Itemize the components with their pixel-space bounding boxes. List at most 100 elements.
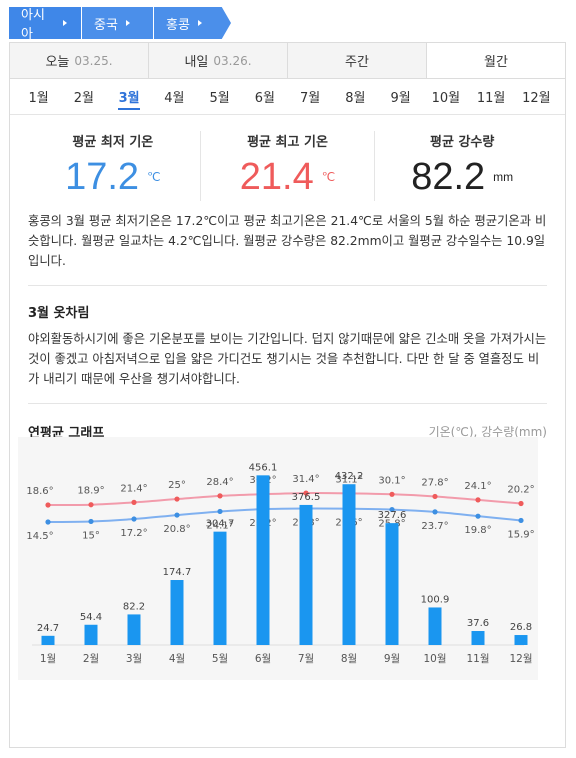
max-temp-point	[174, 496, 180, 502]
max-temp-point	[432, 493, 438, 500]
max-temp-label: 25°	[168, 480, 186, 491]
x-tick-label: 12월	[509, 653, 532, 665]
x-tick-label: 3월	[126, 653, 142, 665]
summary-value: 21.4 ℃	[240, 156, 335, 199]
precipitation-value: 82.2	[411, 156, 486, 198]
min-temp-label: 15°	[82, 530, 100, 541]
x-tick-label: 9월	[384, 653, 400, 665]
precipitation-label: 174.7	[163, 567, 192, 578]
divider	[28, 285, 547, 286]
min-temp-line	[47, 507, 522, 523]
min-temp-point	[389, 506, 395, 513]
tab-monthly[interactable]: 월간	[427, 43, 565, 78]
tab-label: 주간	[345, 55, 369, 70]
breadcrumb-item-city[interactable]: 홍콩	[154, 7, 231, 39]
summary-value: 82.2 mm	[411, 156, 513, 199]
max-temp-line	[47, 492, 522, 507]
unit-mm: mm	[493, 170, 514, 184]
x-tick-label: 11월	[466, 653, 489, 665]
max-temp-label: 27.8°	[421, 477, 448, 488]
breadcrumb-item-continent[interactable]: 아시아	[9, 7, 81, 42]
min-temp-label: 14.5°	[26, 531, 53, 542]
month-tab-6[interactable]: 6월	[254, 91, 275, 106]
min-temp-point	[88, 518, 94, 525]
month-tab-7[interactable]: 7월	[300, 91, 321, 106]
month-tab-10[interactable]: 10월	[431, 91, 461, 106]
tab-label: 오늘	[45, 55, 70, 70]
unit-celsius: ℃	[147, 170, 161, 184]
month-tab-2[interactable]: 2월	[73, 91, 94, 106]
unit-celsius: ℃	[321, 170, 336, 184]
max-temp-point	[389, 491, 395, 497]
precipitation-bar	[41, 635, 55, 645]
month-tab-5[interactable]: 5월	[209, 91, 230, 106]
month-tab-11[interactable]: 11월	[476, 91, 506, 106]
max-temp-point	[475, 497, 481, 503]
precipitation-label: 26.8	[510, 622, 532, 633]
period-tabs: 오늘 03.25. 내일 03.26. 주간 월간	[10, 43, 565, 79]
precipitation-label: 432.2	[335, 471, 364, 482]
x-tick-label: 4월	[169, 653, 185, 665]
max-temp-label: 18.9°	[77, 486, 104, 497]
x-tick-label: 10월	[423, 653, 446, 665]
max-temp-point	[45, 502, 51, 508]
min-temp-point	[45, 519, 51, 525]
chevron-right-icon	[125, 20, 130, 26]
min-temp-value: 17.2	[65, 156, 140, 198]
chevron-right-icon	[197, 20, 202, 26]
summary-title: 평균 강수량	[430, 135, 495, 150]
tab-tomorrow[interactable]: 내일 03.26.	[149, 43, 288, 78]
max-temp-point	[518, 500, 524, 507]
precipitation-bar	[471, 631, 485, 645]
weather-panel: 오늘 03.25. 내일 03.26. 주간 월간 1월 2월 3월 4월 5월…	[9, 42, 566, 748]
tab-label: 월간	[484, 55, 508, 70]
tab-date: 03.25.	[74, 53, 113, 68]
tab-today[interactable]: 오늘 03.25.	[10, 43, 149, 78]
max-temp-point	[88, 502, 94, 508]
clothing-text: 야외활동하시기에 좋은 기온분포를 보이는 기간입니다. 덥지 않기때문에 얇은…	[28, 332, 547, 386]
summary-title: 평균 최저 기온	[72, 135, 154, 150]
summary-max-temp: 평균 최고 기온 21.4 ℃	[201, 131, 376, 201]
precipitation-label: 304.7	[206, 519, 235, 530]
month-tab-9[interactable]: 9월	[390, 91, 411, 106]
precipitation-label: 54.4	[80, 612, 102, 623]
min-temp-point	[131, 516, 137, 522]
min-temp-point	[174, 512, 180, 518]
month-tab-1[interactable]: 1월	[28, 91, 49, 106]
summary-value: 17.2 ℃	[65, 156, 160, 199]
graph-units: 기온(℃), 강수량(mm)	[428, 425, 547, 439]
annual-chart: 18.6°18.9°21.4°25°28.4°30.2°31.4°31.1°30…	[18, 437, 538, 680]
annual-chart-svg: 18.6°18.9°21.4°25°28.4°30.2°31.4°31.1°30…	[26, 462, 534, 665]
min-temp-label: 24.1°	[206, 520, 233, 531]
max-temp-point	[131, 499, 137, 505]
month-tabs: 1월 2월 3월 4월 5월 6월 7월 8월 9월 10월 11월 12월	[10, 79, 565, 115]
precipitation-bar	[342, 484, 356, 645]
breadcrumb-label: 중국	[94, 17, 118, 33]
precipitation-bar	[170, 580, 184, 645]
precipitation-bar	[127, 614, 141, 645]
max-temp-label: 24.1°	[464, 481, 491, 492]
precipitation-bar	[213, 531, 227, 645]
x-tick-label: 6월	[255, 653, 271, 665]
breadcrumb-item-country[interactable]: 중국	[82, 7, 153, 39]
month-tab-4[interactable]: 4월	[164, 91, 185, 106]
divider	[28, 403, 547, 404]
min-temp-label: 17.2°	[120, 528, 147, 539]
max-temp-label: 31.4°	[292, 474, 319, 485]
min-temp-label: 15.9°	[507, 529, 534, 540]
month-tab-3[interactable]: 3월	[107, 79, 152, 114]
x-tick-label: 7월	[298, 653, 314, 665]
breadcrumb-label: 아시아	[21, 8, 45, 42]
month-tab-8[interactable]: 8월	[345, 91, 366, 106]
min-temp-point	[432, 509, 438, 515]
tab-weekly[interactable]: 주간	[288, 43, 427, 78]
month-tab-12[interactable]: 12월	[522, 91, 551, 106]
precipitation-label: 82.2	[123, 601, 145, 612]
min-temp-point	[217, 508, 223, 515]
x-tick-label: 1월	[40, 653, 56, 665]
precipitation-label: 100.9	[421, 594, 450, 605]
precipitation-bar	[84, 624, 98, 645]
summary-title: 평균 최고 기온	[247, 135, 328, 150]
min-temp-point	[518, 517, 524, 524]
breadcrumb-label: 홍콩	[166, 17, 190, 33]
